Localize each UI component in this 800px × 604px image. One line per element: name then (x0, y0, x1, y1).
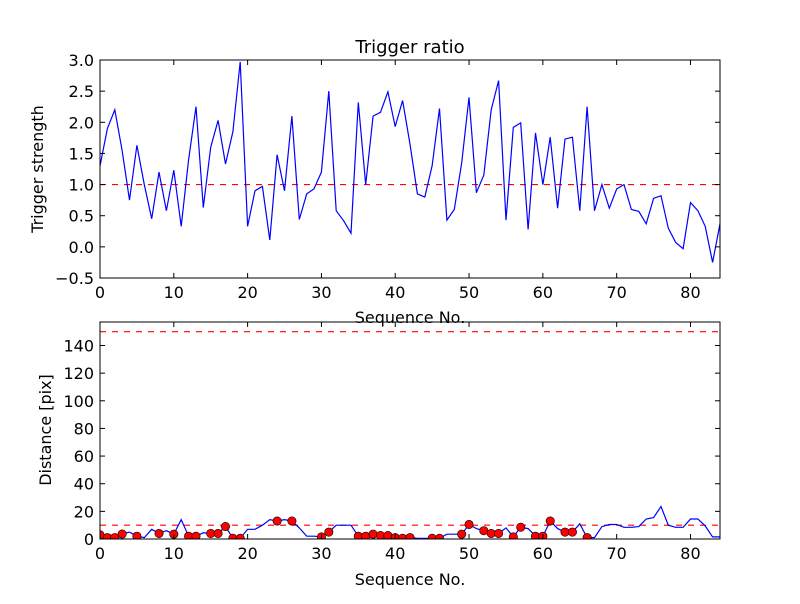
top-xtick-label: 10 (164, 283, 184, 302)
bottom-xtick-label: 10 (164, 544, 184, 563)
bottom-marker-point (324, 527, 334, 537)
bottom-marker-point (220, 522, 230, 532)
top-ylabel: Trigger strength (28, 105, 47, 234)
top-xtick-label: 50 (459, 283, 479, 302)
bottom-xtick-label: 80 (680, 544, 700, 563)
bottom-xtick-label: 50 (459, 544, 479, 563)
top-xtick-label: 60 (533, 283, 553, 302)
bottom-marker-point (235, 533, 245, 539)
bottom-marker-point (154, 528, 164, 538)
top-xtick-label: 20 (237, 283, 257, 302)
bottom-ytick-label: 20 (74, 502, 94, 521)
bottom-marker-point (508, 532, 518, 539)
top-ytick-label: 2.0 (69, 113, 94, 132)
bottom-ytick-label: 0 (84, 530, 94, 549)
bottom-marker-point (117, 529, 127, 539)
top-xtick-label: 40 (385, 283, 405, 302)
top-ytick-label: −0.5 (55, 269, 94, 288)
bottom-marker-point (368, 529, 378, 539)
bottom-marker-point (132, 531, 142, 539)
bottom-marker-point (213, 528, 223, 538)
bottom-ytick-label: 100 (63, 392, 94, 411)
bottom-marker-point (110, 533, 120, 539)
top-xtick-label: 30 (311, 283, 331, 302)
top-axes: Trigger ratio Sequence No. Trigger stren… (28, 37, 721, 327)
bottom-ytick-label: 80 (74, 419, 94, 438)
bottom-marker-point (464, 519, 474, 529)
top-xtick-label: 0 (95, 283, 105, 302)
bottom-marker-point (516, 522, 526, 532)
bottom-xlabel: Sequence No. (355, 570, 466, 589)
top-xtick-label: 70 (606, 283, 626, 302)
top-ytick-label: 1.5 (69, 144, 94, 163)
bottom-marker-point (582, 533, 592, 539)
bottom-marker-point (287, 516, 297, 526)
bottom-ytick-label: 120 (63, 364, 94, 383)
bottom-marker-point (405, 533, 415, 539)
bottom-marker-point (383, 531, 393, 539)
bottom-marker-point (435, 533, 445, 539)
top-title: Trigger ratio (354, 37, 464, 58)
top-ytick-label: 3.0 (69, 51, 94, 70)
top-series-line (100, 61, 720, 263)
top-xtick-label: 80 (680, 283, 700, 302)
top-ytick-label: 0.0 (69, 238, 94, 257)
bottom-marker-point (545, 516, 555, 526)
bottom-ytick-label: 40 (74, 475, 94, 494)
top-ytick-label: 1.0 (69, 176, 94, 195)
bottom-xtick-label: 0 (95, 544, 105, 563)
top-axes-frame (99, 59, 721, 279)
bottom-ylabel: Distance [pix] (36, 374, 55, 486)
bottom-marker-point (494, 528, 504, 538)
bottom-xtick-label: 40 (385, 544, 405, 563)
bottom-axes: Sequence No. Distance [pix] 0 10 20 30 40 50 6… (36, 321, 721, 589)
bottom-xtick-label: 70 (606, 544, 626, 563)
bottom-marker-point (272, 516, 282, 526)
bottom-xtick-label: 20 (237, 544, 257, 563)
bottom-ytick-label: 140 (63, 336, 94, 355)
bottom-marker-point (191, 531, 201, 539)
bottom-marker-point (457, 529, 467, 539)
bottom-xtick-label: 60 (533, 544, 553, 563)
bottom-marker-point (567, 527, 577, 537)
top-ytick-label: 0.5 (69, 207, 94, 226)
top-ytick-label: 2.5 (69, 82, 94, 101)
bottom-axes-frame (99, 321, 721, 540)
bottom-ytick-label: 60 (74, 447, 94, 466)
bottom-xtick-label: 30 (311, 544, 331, 563)
top-xlabel: Sequence No. (355, 308, 466, 327)
